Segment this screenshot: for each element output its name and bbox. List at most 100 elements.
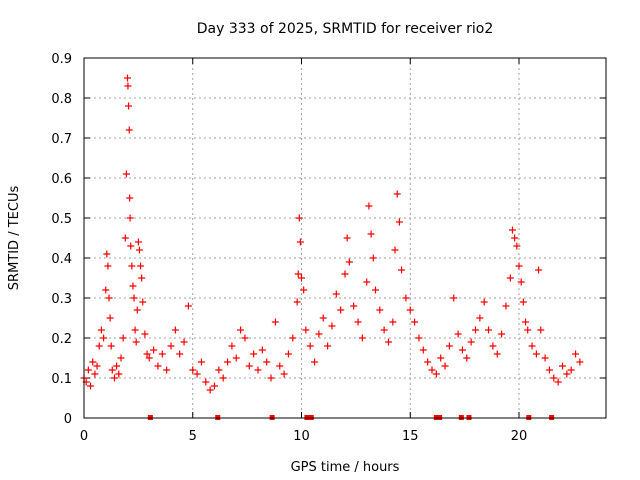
data-point	[129, 282, 137, 290]
grid	[84, 58, 606, 418]
data-points	[80, 74, 584, 420]
data-point	[202, 378, 210, 386]
data-point	[232, 354, 240, 362]
data-point	[315, 330, 323, 338]
data-point	[415, 334, 423, 342]
data-point	[532, 350, 540, 358]
data-point	[189, 366, 197, 374]
data-point	[102, 286, 110, 294]
data-point	[138, 274, 146, 282]
data-point	[337, 306, 345, 314]
data-point	[184, 302, 192, 310]
data-point	[117, 354, 125, 362]
y-tick-label: 0.2	[51, 332, 72, 347]
data-point	[180, 338, 188, 346]
data-point	[354, 318, 362, 326]
data-point	[380, 326, 388, 334]
data-point	[545, 366, 553, 374]
data-point	[121, 234, 129, 242]
data-point	[450, 294, 458, 302]
data-point	[130, 294, 138, 302]
data-point	[139, 298, 147, 306]
data-point	[515, 262, 523, 270]
data-point	[293, 298, 301, 306]
data-point	[332, 290, 340, 298]
data-point	[541, 354, 549, 362]
data-point	[306, 342, 314, 350]
data-point	[524, 326, 532, 334]
data-point	[276, 362, 284, 370]
data-point	[237, 326, 245, 334]
data-point	[119, 334, 127, 342]
data-point	[472, 326, 479, 334]
data-point	[125, 102, 133, 110]
data-point	[432, 370, 440, 378]
data-point	[154, 362, 162, 370]
data-point	[454, 330, 462, 338]
data-point	[263, 358, 271, 366]
data-point	[97, 326, 105, 334]
data-point	[345, 258, 353, 266]
data-point	[463, 354, 471, 362]
data-point	[135, 246, 143, 254]
data-point	[467, 338, 475, 346]
x-tick-label: 5	[189, 429, 197, 444]
data-point	[115, 370, 123, 378]
data-point	[458, 346, 466, 354]
data-point	[133, 306, 141, 314]
y-tick-label: 0.3	[51, 292, 72, 307]
data-point	[517, 278, 525, 286]
data-point	[411, 318, 419, 326]
data-point	[428, 366, 436, 374]
data-point	[363, 278, 371, 286]
data-point	[365, 202, 373, 210]
data-point	[402, 294, 410, 302]
y-tick-label: 0.8	[51, 92, 72, 107]
data-point	[284, 350, 292, 358]
data-point	[296, 238, 304, 246]
data-point	[141, 330, 149, 338]
data-point	[480, 298, 488, 306]
data-point	[550, 374, 558, 382]
data-point	[441, 362, 449, 370]
data-point	[376, 306, 384, 314]
data-point	[294, 270, 302, 278]
data-point	[559, 362, 566, 370]
plot-frame	[83, 57, 607, 419]
data-point	[419, 346, 427, 354]
data-point	[193, 370, 201, 378]
data-point	[197, 358, 205, 366]
data-point	[511, 234, 519, 242]
data-point	[350, 302, 358, 310]
x-tick-label: 15	[402, 429, 419, 444]
data-point	[389, 318, 397, 326]
data-point	[489, 342, 497, 350]
data-point	[298, 274, 305, 282]
data-point	[537, 326, 545, 334]
data-point	[171, 326, 179, 334]
data-point	[367, 230, 375, 238]
y-axis-label: SRMTID / TECUs	[7, 186, 22, 291]
data-point	[84, 366, 92, 374]
data-point	[280, 370, 288, 378]
data-point	[224, 358, 232, 366]
data-point	[563, 370, 571, 378]
data-point	[398, 266, 406, 274]
data-point	[105, 294, 113, 302]
data-point	[93, 362, 101, 370]
data-point	[343, 234, 351, 242]
data-point	[127, 242, 135, 250]
data-point	[341, 270, 349, 278]
data-point	[215, 366, 223, 374]
data-point	[267, 374, 275, 382]
data-point	[122, 170, 130, 178]
data-point	[300, 286, 308, 294]
y-tick-label: 0.7	[51, 132, 72, 147]
data-point	[576, 358, 584, 366]
data-point	[134, 238, 142, 246]
data-point	[250, 350, 258, 358]
data-point	[137, 262, 145, 270]
data-point	[535, 266, 543, 274]
data-point	[219, 374, 227, 382]
x-tick-label: 0	[80, 429, 88, 444]
